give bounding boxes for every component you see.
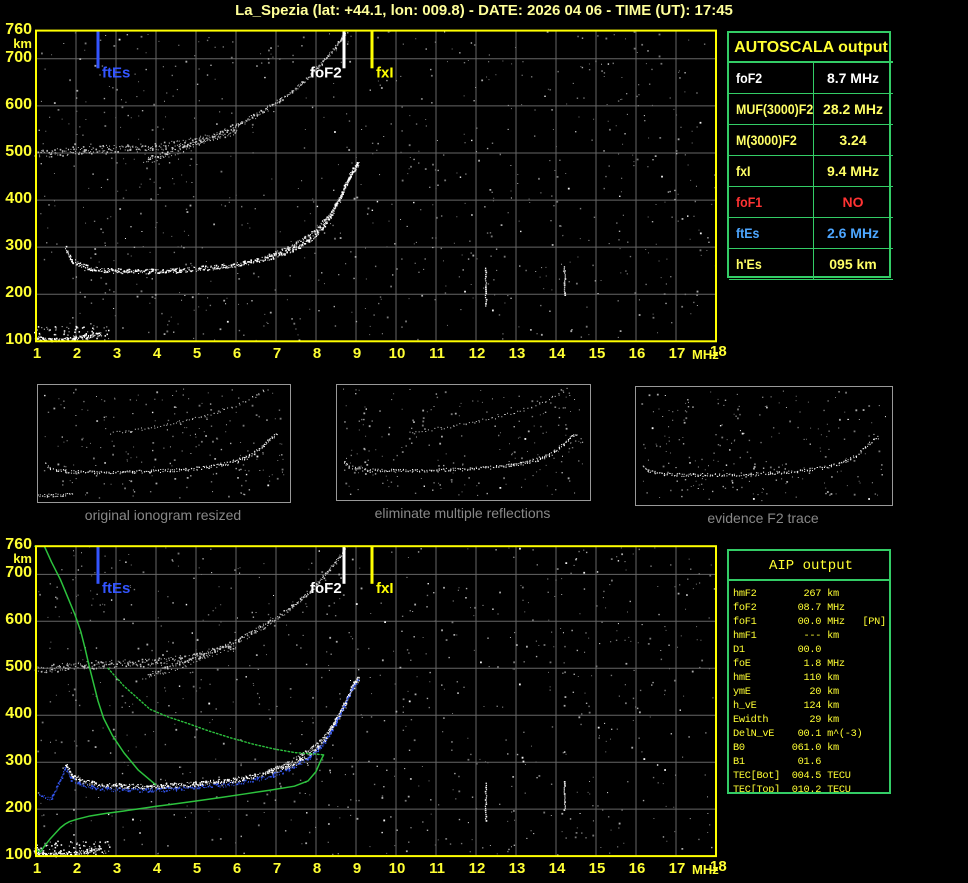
svg-text:fxI: fxI (376, 580, 394, 597)
svg-text:ftEs: ftEs (102, 580, 130, 597)
svg-text:foF2: foF2 (310, 580, 342, 597)
